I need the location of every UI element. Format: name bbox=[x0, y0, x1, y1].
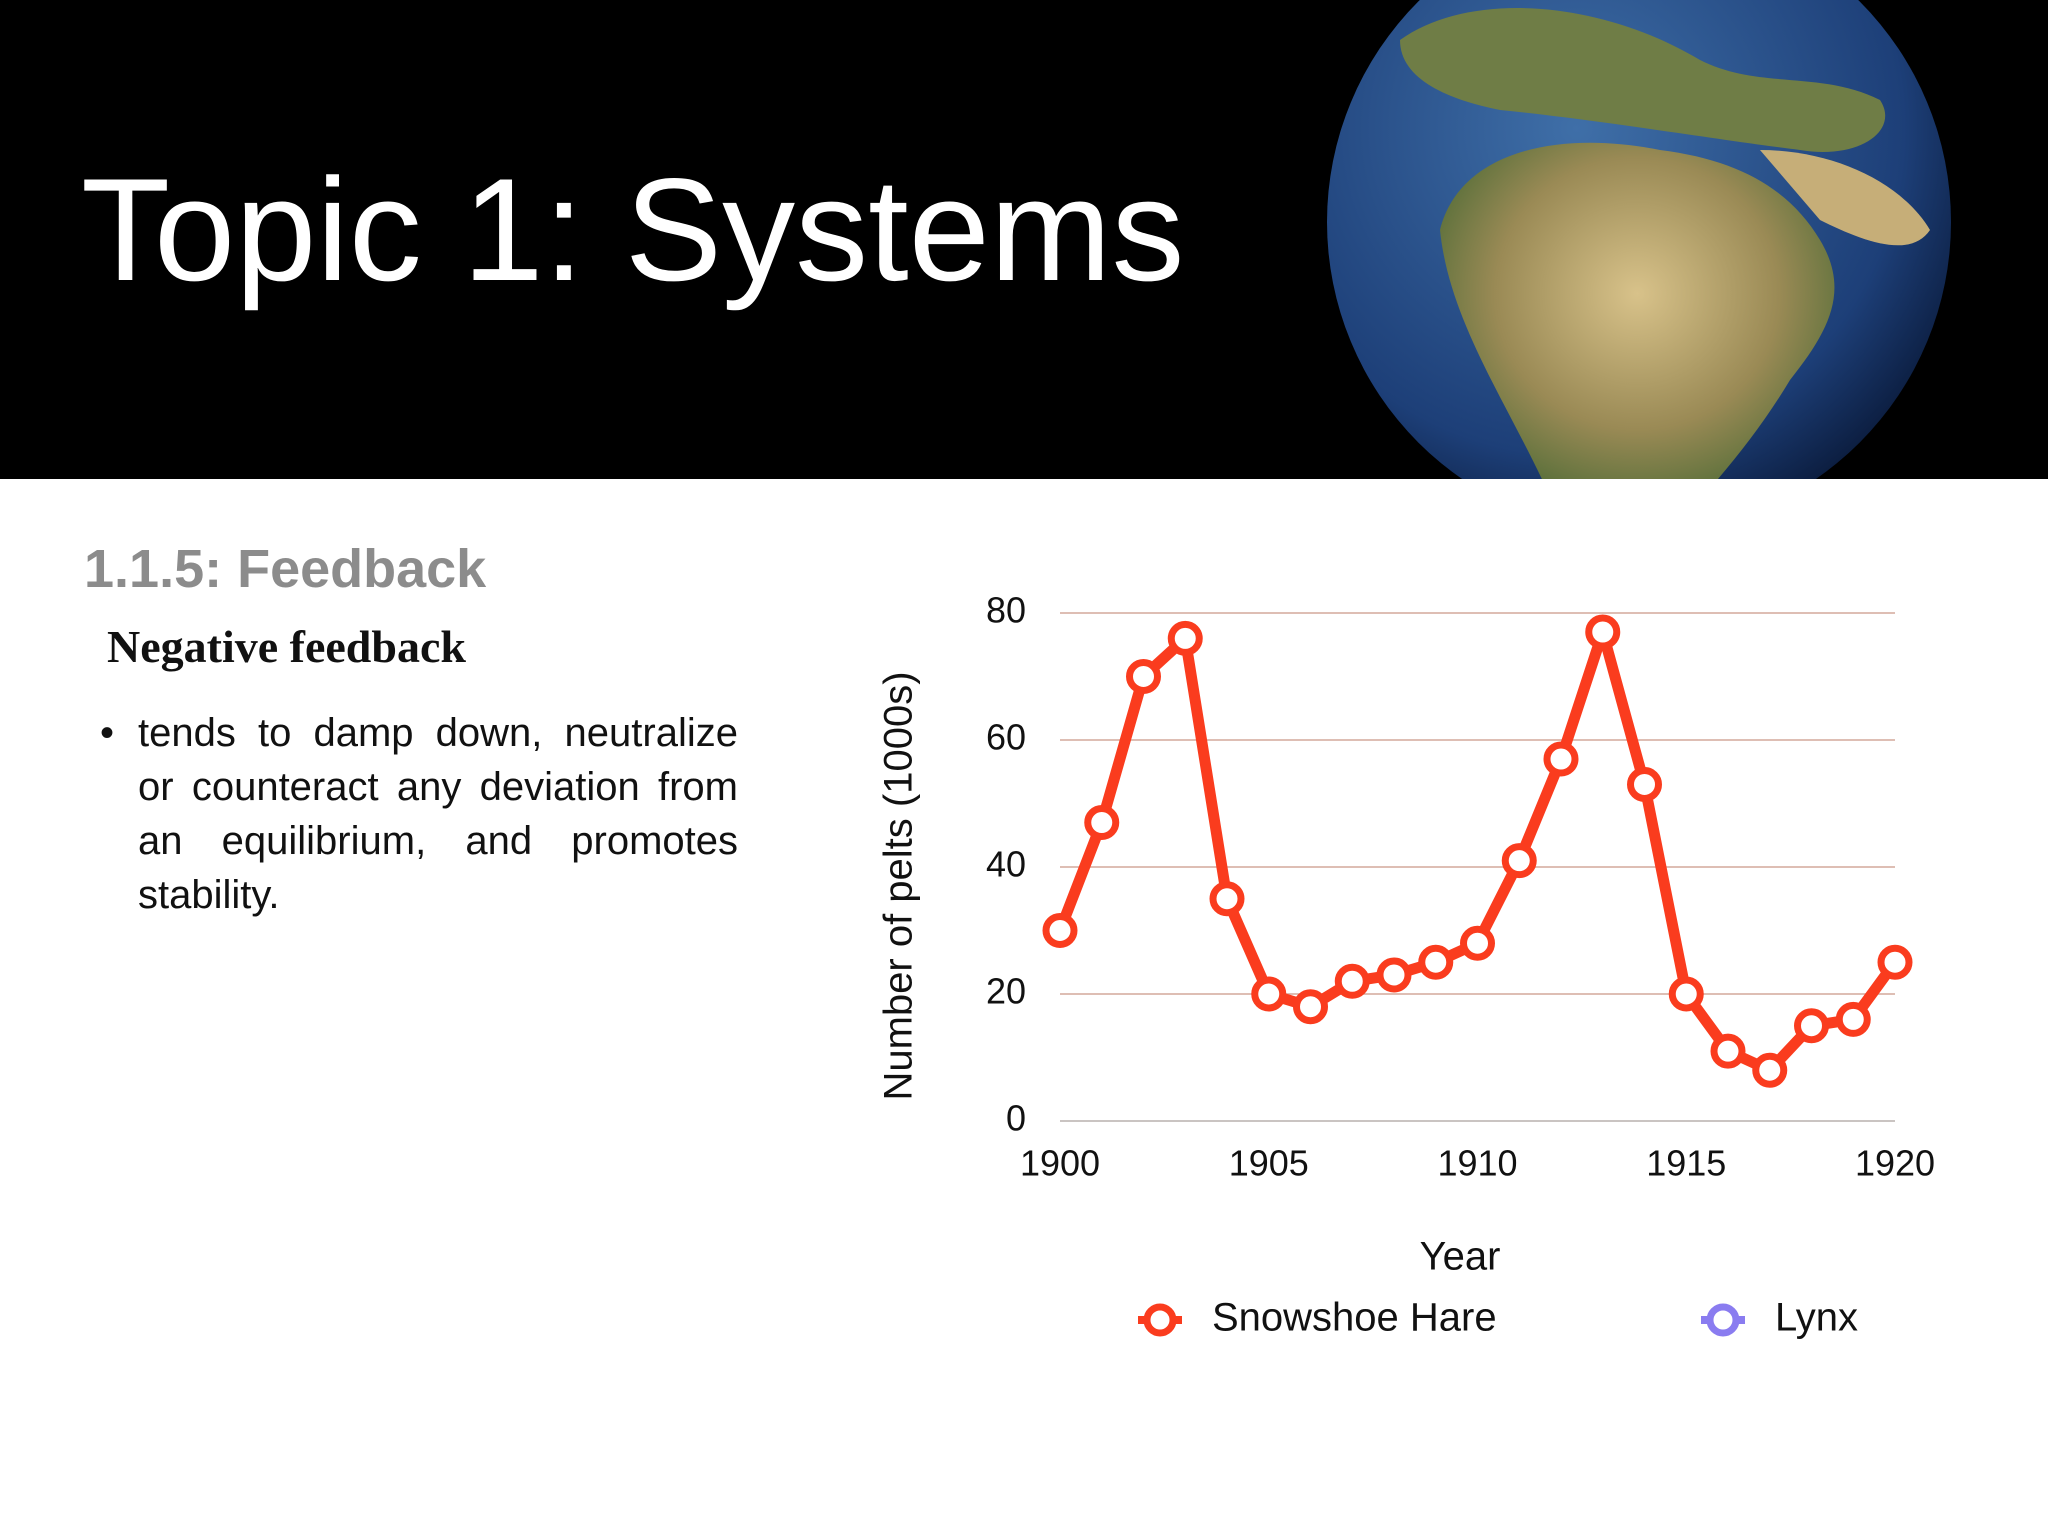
data-point bbox=[1167, 620, 1203, 656]
bullet-list: tends to damp down, neutralize or counte… bbox=[100, 706, 738, 922]
data-point bbox=[1376, 957, 1412, 993]
legend-label: Lynx bbox=[1775, 1296, 1858, 1340]
x-tick-label: 1915 bbox=[1646, 1143, 1726, 1184]
header: Topic 1: Systems bbox=[0, 0, 2048, 479]
data-point bbox=[1126, 659, 1161, 694]
data-point bbox=[1501, 843, 1537, 879]
slide-title: Topic 1: Systems bbox=[81, 148, 1185, 311]
y-tick-label: 40 bbox=[986, 844, 1026, 885]
data-point bbox=[1460, 925, 1495, 961]
data-point bbox=[1418, 944, 1454, 980]
data-point bbox=[1084, 805, 1120, 841]
data-point bbox=[1042, 913, 1078, 948]
section-heading: 1.1.5: Feedback bbox=[84, 539, 487, 599]
data-point bbox=[1752, 1052, 1788, 1088]
section-subheading: Negative feedback bbox=[107, 621, 466, 672]
x-tick-label: 1920 bbox=[1855, 1143, 1935, 1184]
x-tick-label: 1905 bbox=[1229, 1143, 1309, 1184]
data-point bbox=[1627, 766, 1662, 802]
y-axis-label: Number of pelts (1000s) bbox=[877, 671, 921, 1100]
x-tick-label: 1900 bbox=[1020, 1143, 1100, 1184]
data-point bbox=[1209, 881, 1245, 917]
data-point bbox=[1877, 944, 1913, 980]
data-point bbox=[1710, 1033, 1746, 1069]
data-point bbox=[1668, 976, 1704, 1012]
y-tick-label: 0 bbox=[1006, 1098, 1026, 1139]
x-tick-label: 1910 bbox=[1437, 1143, 1517, 1184]
data-point bbox=[1293, 989, 1328, 1025]
data-point bbox=[1794, 1008, 1829, 1044]
legend-label: Snowshoe Hare bbox=[1212, 1296, 1497, 1340]
data-point bbox=[1835, 1001, 1871, 1037]
series-line bbox=[1054, 626, 1900, 1076]
legend-swatch bbox=[1706, 1303, 1740, 1337]
data-point bbox=[1585, 614, 1621, 650]
bullet: tends to damp down, neutralize or counte… bbox=[100, 706, 738, 922]
y-tick-label: 80 bbox=[986, 590, 1026, 631]
x-axis-label: Year bbox=[1420, 1235, 1501, 1279]
legend-swatch bbox=[1143, 1303, 1177, 1337]
earth-image bbox=[1327, 0, 1951, 479]
y-tick-label: 60 bbox=[986, 717, 1026, 758]
y-tick-label: 20 bbox=[986, 971, 1026, 1012]
data-point bbox=[1543, 741, 1579, 777]
data-point bbox=[1334, 963, 1370, 999]
data-point bbox=[1251, 976, 1287, 1012]
